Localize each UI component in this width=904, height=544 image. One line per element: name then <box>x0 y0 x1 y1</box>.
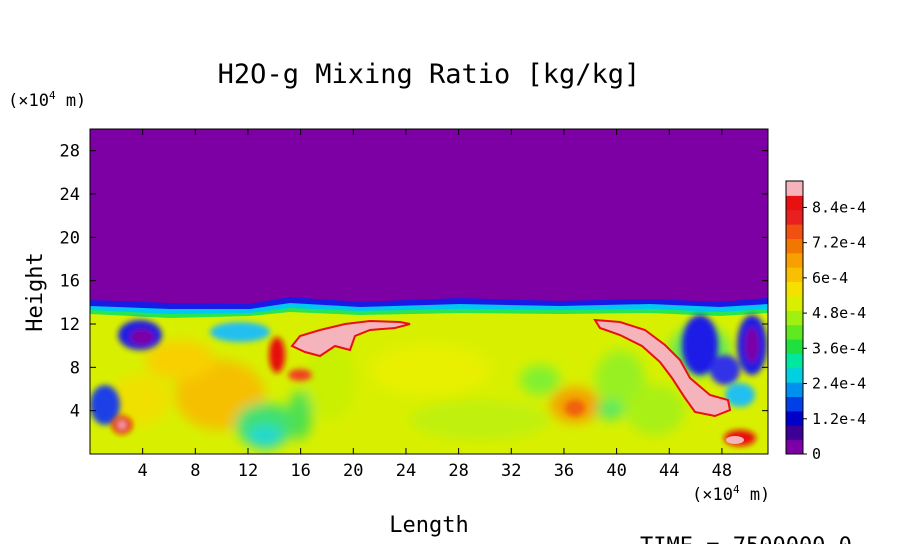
colorbar-label: 2.4e-4 <box>812 375 866 393</box>
chart-title: H2O-g Mixing Ratio [kg/kg] <box>218 59 641 90</box>
x-tick-label: 8 <box>190 461 200 481</box>
colorbar-swatch <box>786 410 803 426</box>
colorbar-swatch <box>786 195 803 211</box>
time-label: TIME = 7500000.0 <box>640 534 852 544</box>
colorbar-label: 8.4e-4 <box>812 198 866 216</box>
colorbar-swatch <box>786 238 803 254</box>
colorbar-swatch <box>786 181 803 196</box>
colorbar-swatch <box>786 281 803 297</box>
colorbar-swatch <box>786 224 803 239</box>
colorbar-label: 7.2e-4 <box>812 234 866 252</box>
y-tick-label: 8 <box>70 358 80 378</box>
x-tick-label: 36 <box>554 461 574 481</box>
x-tick-label: 28 <box>448 461 468 481</box>
x-tick-label: 16 <box>290 461 310 481</box>
x-axis: 4 8 12 16 20 24 28 32 36 40 44 48 <box>138 129 732 481</box>
plot-frame <box>89 128 769 455</box>
colorbar-label: 0 <box>812 445 821 463</box>
x-tick-label: 24 <box>396 461 416 481</box>
x-tick-label: 20 <box>343 461 363 481</box>
y-tick-label: 20 <box>60 228 80 248</box>
colorbar-label: 3.6e-4 <box>812 339 866 357</box>
colorbar-label: 6e-4 <box>812 269 848 287</box>
x-unit-label: (×104 m) <box>692 483 770 505</box>
colorbar-swatch <box>786 267 803 283</box>
colorbar-label: 4.8e-4 <box>812 304 866 322</box>
colorbar-swatch <box>786 367 803 383</box>
y-tick-label: 24 <box>60 185 80 205</box>
colorbar: 8.4e-4 7.2e-4 6e-4 4.8e-4 3.6e-4 2.4e-4 1.2e-4… <box>785 180 866 463</box>
colorbar-swatch <box>786 209 803 225</box>
y-tick-label: 16 <box>60 272 80 292</box>
x-tick-label: 12 <box>238 461 258 481</box>
colorbar-swatch <box>786 252 803 268</box>
colorbar-swatch <box>786 396 803 412</box>
x-tick-label: 48 <box>712 461 732 481</box>
x-tick-label: 44 <box>659 461 679 481</box>
cloud-top-right <box>593 318 732 418</box>
y-axis: 4 8 12 16 20 24 28 <box>60 142 768 422</box>
x-axis-label: Length <box>389 513 468 538</box>
y-tick-label: 28 <box>60 142 80 162</box>
y-tick-label: 4 <box>70 402 80 422</box>
colorbar-swatch <box>786 339 803 354</box>
y-axis-label: Height <box>23 252 48 331</box>
x-tick-label: 40 <box>606 461 626 481</box>
colorbar-swatch <box>786 324 803 340</box>
y-unit-label: (×104 m) <box>8 89 86 111</box>
colorbar-swatch <box>786 310 803 326</box>
y-tick-label: 12 <box>60 315 80 335</box>
colorbar-label: 1.2e-4 <box>812 410 866 428</box>
colorbar-swatch <box>786 353 803 369</box>
colorbar-swatch <box>786 382 803 398</box>
colorbar-frame <box>785 180 804 455</box>
x-tick-label: 4 <box>138 461 148 481</box>
colorbar-swatch <box>786 425 803 441</box>
cloud-top-left <box>290 319 411 358</box>
colorbar-swatch <box>786 439 803 455</box>
heatmap-field <box>90 129 768 454</box>
colorbar-swatch <box>786 295 803 311</box>
x-tick-label: 32 <box>501 461 521 481</box>
